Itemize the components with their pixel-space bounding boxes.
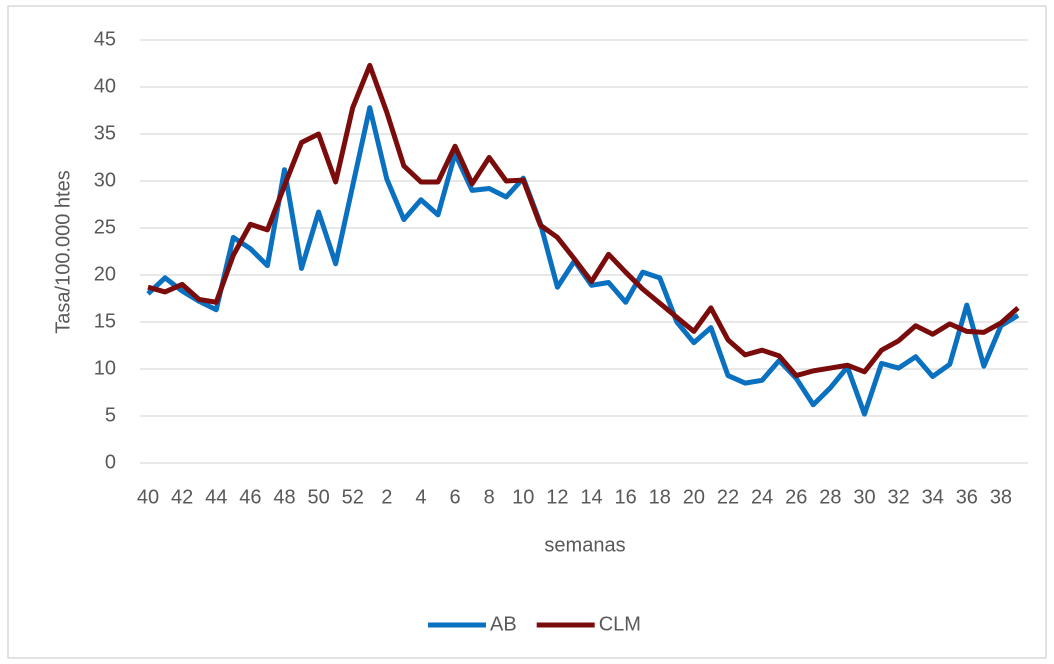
x-tick-label: 40 <box>137 486 159 508</box>
y-tick-label: 40 <box>94 75 116 97</box>
y-tick-label: 10 <box>94 357 116 379</box>
x-tick-label: 6 <box>449 486 460 508</box>
x-tick-label: 4 <box>415 486 426 508</box>
x-axis-label: semanas <box>544 534 625 556</box>
y-tick-label: 30 <box>94 169 116 191</box>
legend-label: AB <box>490 613 517 635</box>
x-tick-label: 32 <box>887 486 909 508</box>
x-tick-label: 34 <box>922 486 944 508</box>
x-tick-label: 12 <box>546 486 568 508</box>
x-tick-label: 50 <box>307 486 329 508</box>
x-tick-label: 30 <box>853 486 875 508</box>
x-tick-label: 24 <box>751 486 773 508</box>
x-tick-label: 2 <box>381 486 392 508</box>
x-tick-label: 28 <box>819 486 841 508</box>
legend-label: CLM <box>599 613 641 635</box>
y-tick-label: 25 <box>94 216 116 238</box>
y-tick-label: 0 <box>105 451 116 473</box>
x-tick-label: 52 <box>342 486 364 508</box>
chart-frame <box>7 5 1047 659</box>
x-tick-label: 26 <box>785 486 807 508</box>
y-tick-label: 35 <box>94 122 116 144</box>
x-tick-label: 46 <box>239 486 261 508</box>
x-tick-label: 18 <box>649 486 671 508</box>
x-tick-label: 36 <box>956 486 978 508</box>
x-tick-label: 20 <box>683 486 705 508</box>
y-tick-label: 45 <box>94 28 116 50</box>
x-tick-label: 22 <box>717 486 739 508</box>
x-tick-label: 14 <box>580 486 602 508</box>
series-line <box>147 62 1020 379</box>
y-tick-label: 15 <box>94 310 116 332</box>
x-tick-label: 10 <box>512 486 534 508</box>
x-tick-label: 16 <box>615 486 637 508</box>
x-tick-label: 38 <box>990 486 1012 508</box>
x-tick-label: 44 <box>205 486 227 508</box>
x-tick-label: 8 <box>484 486 495 508</box>
x-tick-label: 48 <box>273 486 295 508</box>
x-tick-label: 42 <box>171 486 193 508</box>
y-tick-label: 5 <box>105 404 116 426</box>
y-axis-label: Tasa/100.000 htes <box>52 170 74 333</box>
y-tick-label: 20 <box>94 263 116 285</box>
